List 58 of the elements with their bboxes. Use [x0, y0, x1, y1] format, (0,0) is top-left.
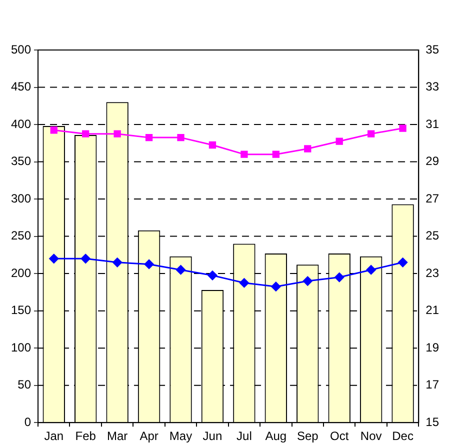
y-tick-label: 150 — [10, 303, 32, 318]
x-tick-label: Nov — [360, 429, 382, 444]
y-tick-label: 50 — [18, 378, 32, 392]
point — [334, 272, 344, 282]
y-tick-label: 500 — [10, 42, 32, 56]
x-tick-label: Apr — [140, 429, 158, 444]
y-tick-label: 200 — [10, 266, 32, 280]
point — [112, 258, 122, 268]
point — [82, 130, 90, 138]
point — [177, 134, 184, 142]
point — [208, 270, 218, 280]
y2-tick-label: 23 — [426, 266, 440, 280]
point — [304, 145, 312, 152]
point — [114, 130, 121, 138]
y-tick-label: 300 — [10, 191, 32, 206]
point — [367, 130, 375, 138]
y2-tick-label: 35 — [426, 42, 440, 56]
x-tick-label: Feb — [75, 429, 96, 444]
point — [80, 254, 90, 264]
x-tick-label: Oct — [330, 429, 350, 444]
point — [49, 254, 59, 264]
y-tick-label: 400 — [10, 116, 32, 131]
x-tick-label: Dec — [392, 429, 414, 444]
y2-tick-label: 19 — [426, 340, 440, 354]
point — [399, 124, 406, 132]
y2-tick-label: 25 — [426, 228, 440, 243]
y2-tick-label: 21 — [426, 303, 440, 318]
x-tick-label: Sep — [296, 429, 319, 444]
point — [302, 276, 312, 286]
point — [176, 265, 186, 275]
point — [145, 134, 153, 142]
y2-tick-label: 27 — [426, 191, 440, 206]
point — [239, 278, 249, 288]
x-tick-label: Mar — [106, 429, 128, 444]
point — [208, 141, 216, 149]
y2-tick-label: 31 — [426, 116, 440, 131]
x-tick-label: Jan — [44, 429, 64, 444]
point — [336, 138, 343, 145]
point — [366, 265, 376, 275]
y2-tick-label: 15 — [426, 414, 440, 429]
y2-tick-label: 33 — [426, 80, 440, 94]
point — [50, 126, 58, 134]
y-tick-label: 250 — [10, 228, 32, 243]
x-tick-label: May — [169, 429, 192, 444]
y-tick-label: 450 — [10, 80, 32, 94]
x-tick-label: Jun — [202, 429, 222, 444]
y-tick-label: 100 — [10, 340, 32, 354]
point — [240, 150, 248, 158]
point — [398, 258, 408, 268]
point — [271, 282, 281, 292]
y2-tick-label: 29 — [426, 154, 440, 168]
point — [144, 259, 154, 269]
y2-tick-label: 17 — [426, 378, 440, 392]
point — [272, 150, 280, 158]
y-tick-label: 0 — [24, 414, 32, 429]
y-tick-label: 350 — [10, 154, 32, 168]
x-tick-label: Aug — [265, 429, 287, 444]
x-tick-label: Jul — [236, 429, 252, 444]
